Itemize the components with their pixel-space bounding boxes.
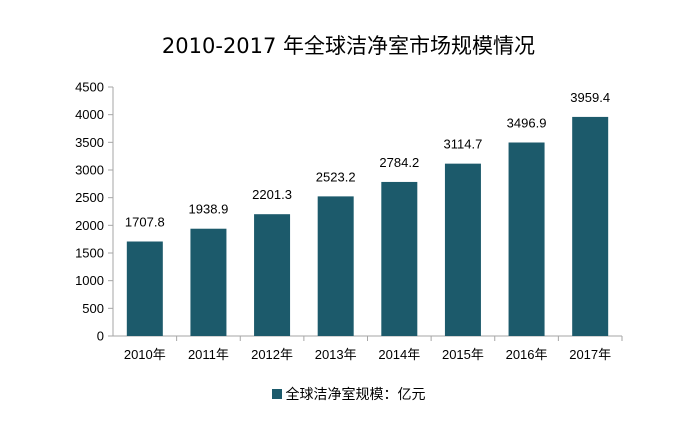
data-label: 2201.3	[252, 187, 292, 202]
y-tick-label: 0	[97, 329, 104, 344]
chart-title: 2010-2017 年全球洁净室市场规模情况	[161, 34, 536, 58]
y-tick-label: 1000	[75, 273, 104, 288]
bar	[190, 228, 227, 336]
bar	[381, 181, 418, 336]
data-label: 3496.9	[507, 116, 547, 131]
x-tick-label: 2014年	[378, 347, 420, 362]
legend-swatch	[271, 389, 282, 399]
y-tick-label: 2500	[75, 190, 104, 205]
bar	[254, 214, 291, 336]
bar	[572, 116, 609, 336]
x-tick-label: 2011年	[188, 347, 229, 362]
x-tick-label: 2017年	[569, 347, 611, 362]
data-label: 2523.2	[316, 169, 356, 184]
x-tick-label: 2016年	[506, 347, 548, 362]
data-label: 1707.8	[125, 215, 165, 230]
bar	[317, 196, 354, 336]
x-tick-label: 2010年	[124, 347, 166, 362]
y-tick-label: 3500	[75, 135, 104, 150]
y-tick-label: 4500	[75, 80, 104, 95]
x-tick-label: 2013年	[315, 347, 357, 362]
y-tick-label: 4000	[75, 107, 104, 122]
data-label: 3114.7	[444, 137, 483, 152]
data-label: 3959.4	[570, 90, 610, 105]
bar	[508, 142, 545, 336]
bar	[444, 163, 481, 336]
y-tick-label: 1500	[75, 246, 104, 261]
y-tick-label: 3000	[75, 163, 104, 178]
legend: 全球洁净室规模：亿元	[0, 384, 697, 404]
x-tick-label: 2012年	[251, 347, 293, 362]
data-label: 2784.2	[379, 155, 419, 170]
data-label: 1938.9	[189, 202, 229, 217]
y-tick-label: 500	[82, 301, 104, 316]
x-tick-label: 2015年	[442, 347, 484, 362]
legend-label: 全球洁净室规模：亿元	[285, 387, 426, 403]
bar	[126, 241, 163, 336]
y-tick-label: 2000	[75, 218, 104, 233]
